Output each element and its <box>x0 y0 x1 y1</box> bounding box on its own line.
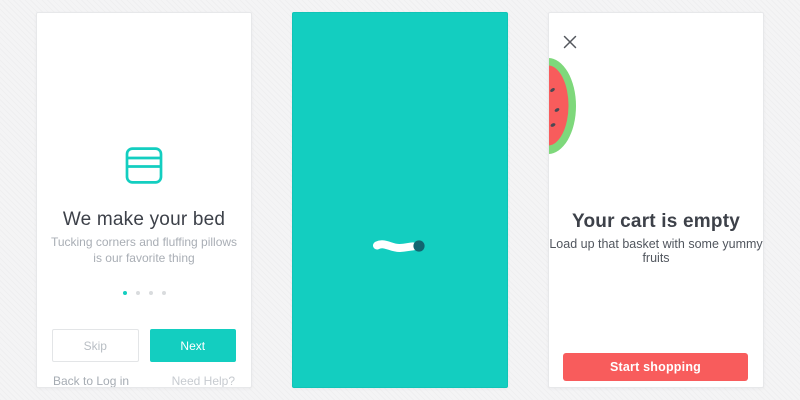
bed-icon <box>37 147 251 189</box>
watermelon-icon <box>549 58 578 154</box>
start-shopping-button[interactable]: Start shopping <box>563 353 748 381</box>
onboarding-title: We make your bed <box>62 209 226 230</box>
need-help-link[interactable]: Need Help? <box>171 374 235 388</box>
onboarding-subtitle: Tucking corners and fluffing pillows is … <box>37 234 251 266</box>
pagination-dots <box>37 291 251 295</box>
onboarding-subtitle-line2: is our favorite thing <box>93 251 195 265</box>
pagination-dot[interactable] <box>135 291 140 295</box>
back-to-login-link[interactable]: Back to Log in <box>53 374 130 388</box>
cart-subtitle: Load up that basket with some yummy frui… <box>549 237 763 265</box>
skip-button[interactable]: Skip <box>52 329 139 362</box>
onboarding-actions: Skip Next <box>52 329 236 362</box>
pagination-dot[interactable] <box>122 291 127 295</box>
close-icon[interactable] <box>561 33 579 51</box>
cart-title: Your cart is empty <box>572 211 740 232</box>
onboarding-subtitle-line1: Tucking corners and fluffing pillows <box>50 235 238 249</box>
inchworm-icon <box>372 237 428 260</box>
cart-screen: Your cart is empty Load up that basket w… <box>548 12 764 388</box>
onboarding-screen: We make your bed Tucking corners and flu… <box>36 12 252 388</box>
pagination-dot[interactable] <box>161 291 166 295</box>
loading-screen <box>292 12 508 388</box>
next-button[interactable]: Next <box>149 329 236 362</box>
onboarding-footer-links: Back to Log in Need Help? <box>53 374 235 388</box>
pagination-dot[interactable] <box>148 291 153 295</box>
